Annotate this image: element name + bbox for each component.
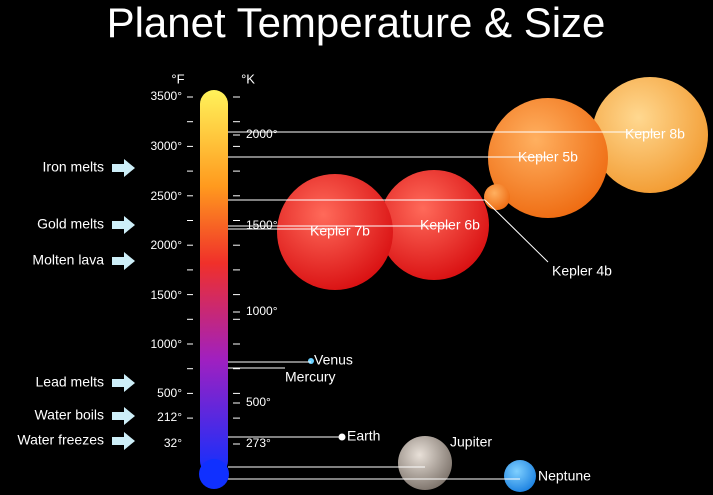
planet: [277, 174, 393, 290]
marker-label: Lead melts: [36, 374, 104, 390]
planet-label: Kepler 7b: [310, 223, 370, 239]
planet-label: Kepler 5b: [518, 149, 578, 165]
thermometer: [200, 90, 228, 475]
planet-label: Kepler 6b: [420, 217, 480, 233]
planet-label: Mercury: [285, 369, 336, 385]
marker-label: Water boils: [34, 407, 104, 423]
marker-label: Gold melts: [37, 216, 104, 232]
planet-label: Kepler 8b: [625, 126, 685, 142]
marker-arrow: [112, 432, 135, 450]
fahrenheit-header: °F: [171, 71, 184, 86]
marker-arrow: [112, 159, 135, 177]
fahrenheit-label: 3000°: [151, 139, 183, 153]
fahrenheit-label: 32°: [164, 436, 182, 450]
marker-label: Water freezes: [17, 432, 104, 448]
planet-label: Neptune: [538, 468, 591, 484]
planet: [488, 98, 608, 218]
fahrenheit-label: 500°: [157, 386, 182, 400]
planet: [592, 77, 708, 193]
kelvin-label: 500°: [246, 395, 271, 409]
planet: [484, 184, 510, 210]
fahrenheit-label: 1500°: [151, 288, 183, 302]
kelvin-label: 273°: [246, 436, 271, 450]
fahrenheit-label: 2000°: [151, 238, 183, 252]
kelvin-label: 1000°: [246, 304, 278, 318]
planet: [379, 170, 489, 280]
marker-arrow: [112, 374, 135, 392]
marker-arrow: [112, 216, 135, 234]
marker-label: Iron melts: [43, 159, 104, 175]
planet-label: Earth: [347, 428, 380, 444]
title: Planet Temperature & Size: [107, 0, 606, 46]
marker-arrow: [112, 252, 135, 270]
planet: [398, 436, 452, 490]
marker-label: Molten lava: [32, 252, 104, 268]
planet: [504, 460, 536, 492]
kelvin-header: °K: [241, 71, 255, 86]
planet-label: Kepler 4b: [552, 263, 612, 279]
fahrenheit-label: 2500°: [151, 189, 183, 203]
kelvin-label: 2000°: [246, 127, 278, 141]
planet-label: Jupiter: [450, 434, 492, 450]
fahrenheit-label: 212°: [157, 410, 182, 424]
fahrenheit-label: 3500°: [151, 89, 183, 103]
planet-label: Venus: [314, 352, 353, 368]
kelvin-label: 1500°: [246, 218, 278, 232]
temperature-line: [484, 199, 549, 263]
fahrenheit-label: 1000°: [151, 337, 183, 351]
thermometer-bulb: [199, 459, 229, 489]
marker-arrow: [112, 407, 135, 425]
